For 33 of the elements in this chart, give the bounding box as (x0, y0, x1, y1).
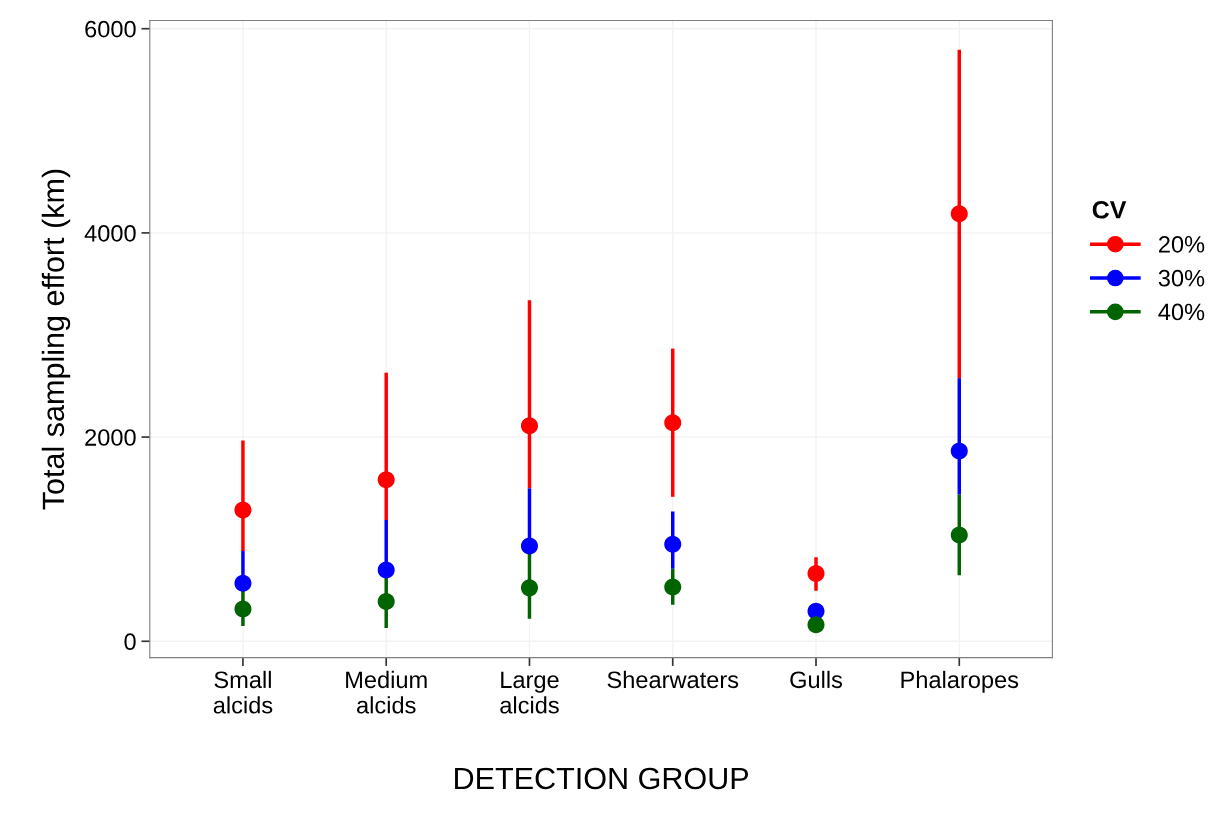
x-axis-title: DETECTION GROUP (455, 767, 749, 790)
y-tick-label: 2000 (85, 429, 136, 446)
x-tick-label: Small alcids (213, 670, 273, 714)
point (807, 616, 825, 634)
x-tick-label: Medium alcids (346, 670, 427, 714)
legend-title: CV (1092, 200, 1127, 219)
point (807, 564, 825, 582)
point (950, 205, 968, 223)
point (664, 414, 682, 432)
point (234, 600, 252, 618)
point (234, 501, 252, 519)
x-tick-label: Gulls (790, 670, 843, 689)
point (377, 561, 395, 579)
y-axis-title: Total sampling effort (km) (41, 169, 71, 510)
x-tick-label: Large alcids (500, 671, 559, 714)
point (664, 578, 682, 596)
point (520, 579, 538, 597)
legend-label: 20% (1159, 235, 1205, 253)
point (664, 535, 682, 553)
point (950, 526, 968, 544)
x-tick-label: Phalaropes (901, 670, 1019, 693)
point (520, 417, 538, 435)
point (234, 574, 252, 592)
point (950, 442, 968, 460)
x-tick-label: Shearwaters (607, 670, 739, 689)
y-tick-label: 0 (124, 633, 136, 651)
legend-label: 30% (1158, 269, 1205, 287)
point (520, 537, 538, 555)
y-tick-label: 6000 (85, 20, 136, 38)
y-tick-label: 4000 (84, 224, 136, 242)
point (377, 471, 395, 489)
legend-label: 40% (1158, 303, 1205, 321)
point (377, 592, 395, 610)
